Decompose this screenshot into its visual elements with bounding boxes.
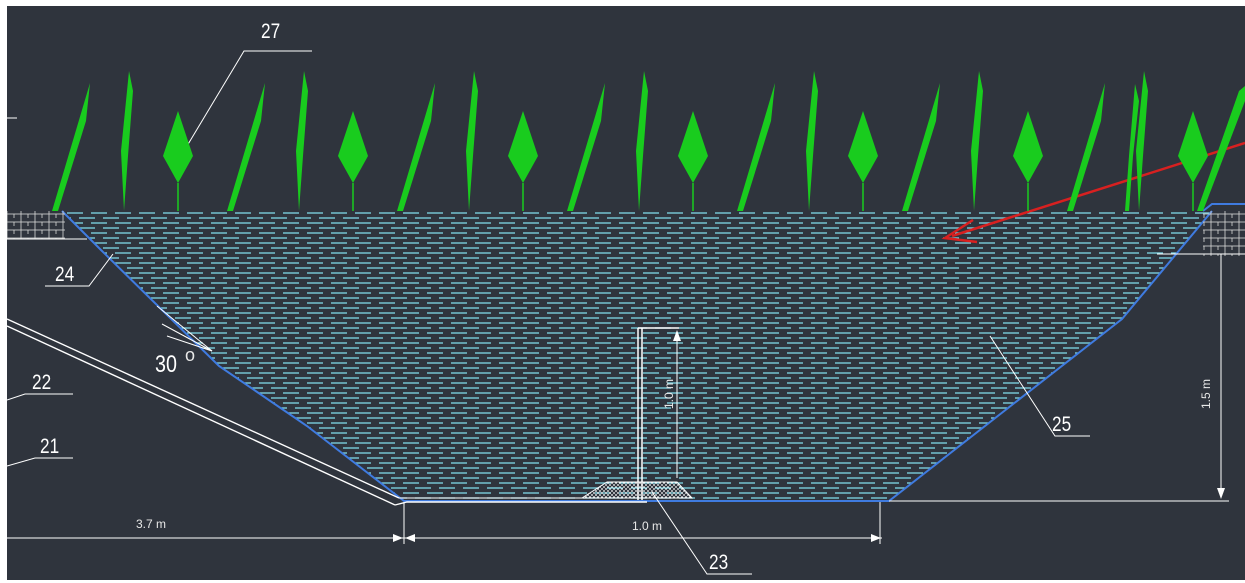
label-23: 23: [709, 551, 729, 574]
channel-outline: [61, 210, 1213, 502]
dim-left-length: 3.7 m: [136, 517, 167, 531]
leaf-diamond: [338, 111, 368, 183]
angle-ray-3: [166, 335, 213, 352]
degree-symbol: o: [185, 345, 196, 365]
reed-leaning: [1067, 83, 1105, 211]
leaf-diamond: [1013, 111, 1043, 183]
reed-leaning: [52, 83, 90, 211]
gravel-mound: [580, 481, 694, 499]
leaf-diamond: [508, 111, 538, 183]
inclined-pipe-lower: [7, 325, 396, 506]
inclined-pipe-upper: [7, 318, 400, 499]
reed-leaning: [567, 83, 605, 211]
cad-canvas: 27 24 22 21 25 23 30 o 3.7 m 1.0 m 1.0 m…: [7, 6, 1245, 580]
left-bank-hatch: [7, 211, 65, 239]
right-bank-hatch: [1203, 211, 1245, 256]
dim-arrow-b: [405, 534, 415, 542]
reed-leaning: [227, 83, 265, 211]
label-21: 21: [40, 435, 60, 458]
reed-straight: [1125, 84, 1139, 211]
label-27: 27: [261, 20, 281, 43]
reed-straight: [1136, 71, 1148, 211]
reed-straight: [466, 71, 478, 211]
reed-straight: [121, 71, 133, 211]
label-25: 25: [1052, 413, 1072, 436]
angle-ray-1: [156, 305, 213, 352]
reed-leaning: [1197, 86, 1245, 211]
label-22: 22: [32, 371, 52, 394]
label-24: 24: [55, 263, 75, 286]
angle-value: 30: [155, 351, 177, 378]
leaf-diamond: [163, 111, 193, 183]
dim-depth-small: 1.0 m: [662, 378, 676, 409]
leaf-diamond: [848, 111, 878, 183]
leaf-diamond: [678, 111, 708, 183]
leader-24: [45, 253, 114, 287]
leaf-diamond: [1178, 111, 1208, 183]
leader-27: [174, 50, 312, 167]
right-bank-top: [1202, 203, 1245, 212]
reed-straight: [296, 71, 308, 211]
leader-23: [651, 491, 752, 575]
flow-arrow-head: [941, 218, 978, 244]
reed-straight: [806, 71, 818, 211]
reed-straight: [971, 71, 983, 211]
water-body: [62, 211, 1212, 501]
dim-bottom-width: 1.0 m: [632, 519, 663, 533]
leader-21: [7, 457, 73, 467]
dim-depth-total: 1.5 m: [1199, 378, 1213, 409]
reed-leaning: [397, 83, 435, 211]
leader-22: [7, 393, 73, 401]
reed-straight: [636, 71, 648, 211]
reed-leaning: [737, 83, 775, 211]
dim-arrow-c: [871, 534, 881, 542]
angle-ray-2: [161, 323, 213, 352]
dim-arrow-a: [393, 534, 403, 542]
plants-layer: [52, 71, 1245, 211]
cross-section-drawing: [7, 50, 1245, 575]
dim-right-arrow: [1217, 488, 1225, 499]
leader-25: [989, 335, 1090, 437]
pipe-bottom-run: [394, 501, 647, 506]
reed-leaning: [902, 83, 940, 211]
dim-riser-arrow: [673, 330, 681, 341]
